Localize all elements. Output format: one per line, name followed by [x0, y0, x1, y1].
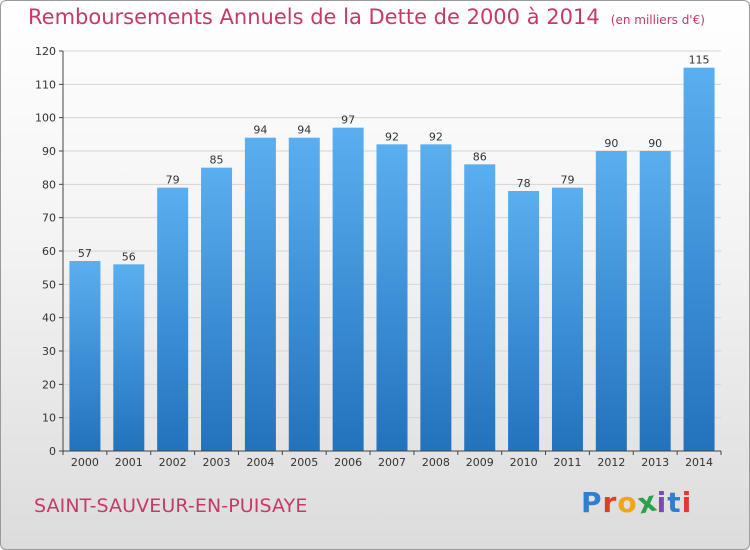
data-label-2006: 97 — [341, 114, 355, 127]
y-tick-label: 70 — [42, 212, 56, 225]
logo-letter: P — [581, 486, 603, 519]
x-tick-label: 2008 — [422, 456, 450, 469]
bar-2004 — [244, 137, 276, 451]
bar-2013 — [639, 151, 671, 451]
data-label-2004: 94 — [253, 124, 267, 137]
proxiti-logo: Proxiti — [581, 484, 693, 520]
y-tick-label: 40 — [42, 312, 56, 325]
x-tick-label: 2003 — [203, 456, 231, 469]
x-tick-label: 2014 — [685, 456, 713, 469]
x-tick-label: 2011 — [553, 456, 581, 469]
commune-name: SAINT-SAUVEUR-EN-PUISAYE — [34, 495, 308, 517]
bar-2002 — [157, 187, 189, 451]
bar-2003 — [201, 167, 233, 451]
data-label-2001: 56 — [122, 250, 136, 263]
x-tick-label: 2006 — [334, 456, 362, 469]
y-tick-label: 100 — [35, 112, 56, 125]
bar-2008 — [420, 144, 452, 452]
x-tick-label: 2010 — [510, 456, 538, 469]
data-label-2009: 86 — [473, 150, 487, 163]
data-label-2005: 94 — [297, 124, 311, 137]
x-tick-label: 2002 — [159, 456, 187, 469]
bar-2007 — [376, 144, 408, 452]
logo-letter: r — [602, 486, 618, 519]
logo-letter: t — [667, 486, 682, 519]
y-tick-label: 110 — [35, 78, 56, 91]
x-tick-label: 2005 — [290, 456, 318, 469]
data-label-2003: 85 — [210, 154, 224, 167]
logo-letter: i — [681, 486, 693, 519]
data-label-2012: 90 — [604, 137, 618, 150]
y-tick-label: 20 — [42, 378, 56, 391]
bar-2011 — [551, 187, 583, 451]
x-axis: 2000 2001 2002 2003 2004 2005 2006 2007 2008 2009… — [62, 450, 722, 469]
bar-2012 — [595, 151, 627, 451]
y-tick-label: 10 — [42, 412, 56, 425]
x-tick-label: 2013 — [641, 456, 669, 469]
bar-2000 — [69, 261, 101, 451]
y-tick-label: 90 — [42, 145, 56, 158]
bar-2006 — [332, 127, 364, 452]
bar-2010 — [508, 191, 540, 451]
data-label-2013: 90 — [648, 137, 662, 150]
y-tick-label: 80 — [42, 178, 56, 191]
chart-title: Remboursements Annuels de la Dette de 20… — [28, 5, 705, 29]
x-tick-label: 2004 — [246, 456, 274, 469]
data-label-2014: 115 — [689, 54, 710, 67]
bar-2009 — [464, 164, 496, 452]
title-text: Remboursements Annuels de la Dette de 20… — [28, 5, 600, 29]
x-tick-label: 2007 — [378, 456, 406, 469]
y-tick-label: 30 — [42, 345, 56, 358]
bar-2001 — [113, 264, 145, 451]
bars: 57 56 79 85 94 94 97 92 92 86 78 79 90 90 115 — [69, 54, 715, 452]
x-tick-label: 2009 — [466, 456, 494, 469]
y-tick-label: 120 — [35, 45, 56, 58]
x-tick-label: 2000 — [71, 456, 99, 469]
data-label-2011: 79 — [560, 174, 574, 187]
y-tick-label: 60 — [42, 245, 56, 258]
y-axis: 0 10 20 30 40 50 60 70 80 90 100 110 120 — [35, 45, 64, 458]
title-unit: (en milliers d'€) — [610, 13, 705, 27]
bar-2014 — [683, 67, 715, 452]
data-label-2010: 78 — [517, 177, 531, 190]
bar-2005 — [288, 137, 320, 451]
logo-letter: i — [656, 486, 668, 519]
y-tick-label: 0 — [49, 445, 56, 458]
data-label-2000: 57 — [78, 247, 92, 260]
logo-letter: o — [617, 486, 638, 519]
data-label-2002: 79 — [166, 174, 180, 187]
data-label-2008: 92 — [429, 130, 443, 143]
x-tick-label: 2001 — [115, 456, 143, 469]
y-tick-label: 50 — [42, 278, 56, 291]
x-tick-label: 2012 — [597, 456, 625, 469]
data-label-2007: 92 — [385, 130, 399, 143]
